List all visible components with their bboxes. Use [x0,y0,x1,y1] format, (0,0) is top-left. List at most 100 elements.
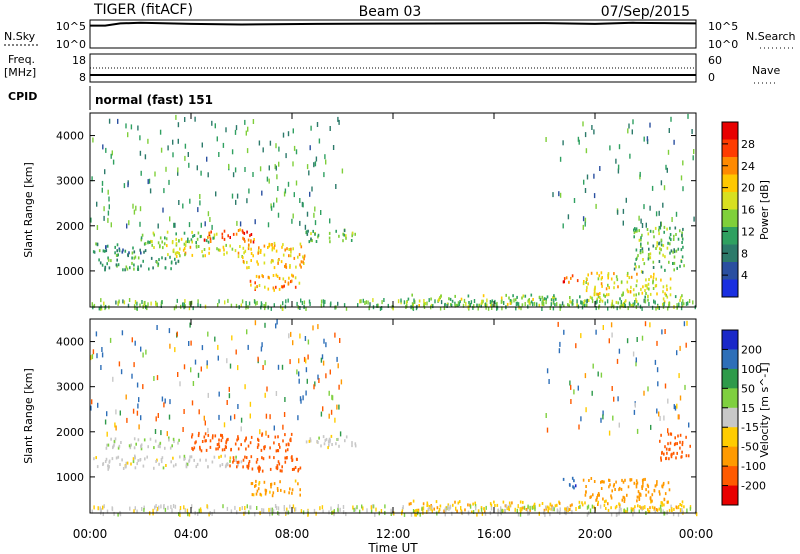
echo-cell [637,302,639,306]
echo-cell [562,477,565,481]
echo-cell [538,511,540,516]
echo-cell [222,142,225,148]
echo-cell [303,254,306,258]
echo-cell [206,360,208,366]
echo-cell [143,505,145,510]
echo-cell [101,352,104,358]
echo-cell [247,464,250,468]
echo-cell [277,212,280,218]
echo-cell [351,444,353,448]
echo-cell [659,504,662,509]
echo-cell [169,399,171,405]
echo-cell [598,493,600,497]
echo-cell [273,266,276,270]
echo-cell [139,206,142,212]
echo-cell [132,203,134,209]
echo-cell [163,188,165,194]
echo-cell [290,432,293,436]
echo-cell [175,232,177,236]
echo-cell [152,508,154,513]
echo-cell [240,460,243,464]
echo-cell [165,166,167,172]
echo-cell [415,509,417,513]
echo-cell [421,506,423,511]
echo-cell [685,454,688,458]
echo-cell [454,294,456,298]
echo-cell [239,221,242,227]
echo-cell [647,490,650,494]
echo-cell [153,466,155,470]
echo-cell [570,300,573,304]
echo-cell [649,496,652,500]
colorbar-swatch [722,427,738,448]
echo-cell [636,499,638,503]
echo-cell [538,295,541,299]
echo-cell [299,488,301,492]
echo-cell [244,506,246,510]
echo-cell [521,303,524,307]
echo-cell [415,512,417,517]
echo-cell [188,240,190,244]
echo-cell [689,444,691,448]
echo-cell [659,415,661,421]
echo-cell [308,170,310,176]
echo-cell [169,216,171,222]
echo-cell [579,504,581,509]
echo-cell [669,293,672,297]
echo-cell [636,229,638,233]
echo-cell [522,500,524,504]
echo-cell [280,488,282,492]
echo-cell [487,306,490,311]
echo-cell [403,300,406,305]
echo-cell [603,293,605,297]
echo-cell [144,154,147,160]
echo-cell [285,456,288,460]
echo-cell [418,304,420,307]
echo-cell [520,306,522,311]
echo-cell [644,299,646,304]
echo-cell [633,235,635,239]
echo-cell [426,501,429,505]
echo-cell [332,145,335,150]
echo-cell [154,439,157,443]
echo-cell [342,505,345,509]
echo-cell [597,493,599,497]
echo-cell [240,443,242,447]
echo-cell [610,512,613,517]
echo-cell [217,344,219,350]
echo-cell [144,242,147,245]
echo-cell [611,302,613,307]
echo-cell [366,508,368,513]
echo-cell [585,303,588,307]
echo-cell [674,226,677,230]
echo-cell [476,512,478,517]
echo-cell [103,215,105,221]
echo-cell [622,495,625,499]
echo-cell [221,434,223,438]
echo-cell [430,297,432,301]
echo-cell [178,200,180,205]
echo-cell [608,430,611,436]
echo-cell [658,260,661,263]
echo-cell [670,453,672,457]
echo-cell [633,509,636,513]
nsearch-label: N.Search [746,30,796,43]
echo-cell [242,465,244,469]
echo-cell [300,398,302,404]
echo-cell [639,251,642,255]
echo-cell [448,506,450,511]
echo-cell [95,331,98,337]
echo-cell [98,249,101,253]
echo-cell [160,460,163,464]
echo-cell [117,455,120,459]
echo-cell [264,306,266,311]
echo-cell [264,492,267,496]
echo-cell [137,125,139,131]
echo-cell [173,439,175,443]
echo-cell [174,257,176,261]
colorbar-swatch [722,122,738,140]
echo-cell [180,237,183,241]
echo-cell [672,238,675,241]
echo-cell [265,301,267,306]
echo-cell [262,365,264,370]
